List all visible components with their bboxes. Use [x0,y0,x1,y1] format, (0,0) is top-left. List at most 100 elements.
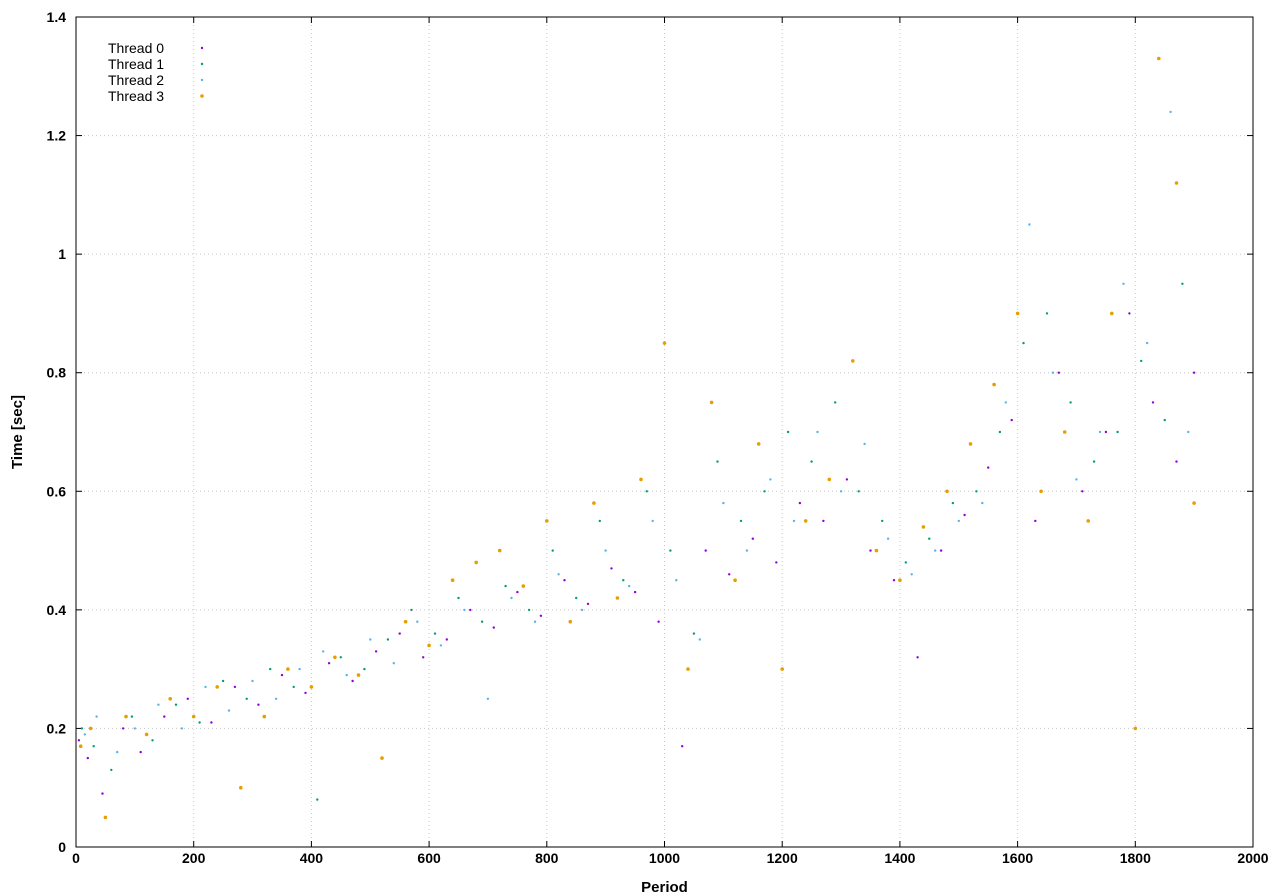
data-point [233,685,237,689]
data-point [963,513,966,517]
legend-label: Thread 0 [108,40,164,56]
data-point [874,548,879,553]
x-tick-label: 1600 [1002,850,1033,866]
y-tick-label: 1 [58,246,66,262]
data-point [422,656,425,659]
data-point [392,662,395,665]
data-point [163,715,166,718]
data-point [1187,430,1190,434]
data-point [1057,371,1061,374]
data-point [1145,341,1149,345]
data-point [745,549,749,552]
data-point [857,490,860,493]
data-point [151,739,154,742]
data-point [669,549,672,552]
data-point [374,650,378,653]
data-point [86,756,90,760]
data-point [786,430,790,434]
data-point [322,650,325,653]
x-tick-label: 2000 [1237,850,1268,866]
legend-marker [200,46,204,50]
data-point [1133,726,1138,731]
data-point [869,549,872,552]
data-point [834,401,837,404]
data-point [480,620,484,623]
data-point [198,721,201,724]
data-point [910,573,913,576]
data-point [728,573,731,576]
data-point [292,685,295,689]
data-point [633,590,637,594]
data-point [563,579,566,582]
data-point [439,644,443,647]
data-point [651,519,654,523]
data-point [716,460,719,463]
data-point [450,578,455,582]
data-point [92,745,95,748]
data-point [592,501,596,505]
data-point [845,478,849,481]
data-point [639,477,643,482]
data-point [610,567,613,570]
data-point [77,739,81,742]
data-point [1116,430,1119,434]
data-point [191,714,196,719]
data-point [286,667,290,671]
data-point [521,584,526,588]
data-point [124,714,128,719]
data-point [851,359,855,363]
data-point [457,596,460,600]
data-point [557,573,560,576]
data-point [628,584,631,588]
data-point [1122,282,1125,285]
data-point [427,643,431,648]
data-point [545,519,549,523]
data-point [110,768,113,772]
data-point [1039,489,1043,494]
x-tick-label: 200 [182,850,206,866]
data-point [803,519,808,523]
data-point [497,548,502,553]
data-point [186,697,189,700]
data-point [1163,418,1166,422]
y-tick-label: 0.2 [47,720,67,736]
data-points [77,56,1196,820]
data-point [604,549,607,552]
x-tick-label: 400 [300,850,324,866]
data-point [622,579,625,582]
x-tick-label: 800 [535,850,559,866]
data-point [333,655,337,660]
data-point [598,519,601,523]
data-point [756,442,761,446]
data-point [580,608,584,612]
data-point [257,703,260,706]
data-point [951,501,955,505]
y-tick-label: 1.2 [47,128,67,144]
data-point [822,519,825,523]
data-point [992,382,996,387]
y-tick-label: 0.6 [47,483,67,499]
data-point [386,638,390,641]
data-point [139,750,142,754]
data-point [345,673,348,677]
data-point [981,501,984,505]
data-point [133,727,136,730]
data-point [586,602,590,606]
axis-ticks: 0 200 400 600 800 1000 1200 1400 1600 1800 2000 0 0.… [47,9,1269,866]
data-point [816,430,819,434]
data-point [975,490,978,493]
legend-marker [200,94,204,98]
data-point [686,667,690,671]
data-point [957,519,960,523]
data-point [1010,418,1013,422]
data-point [881,519,884,523]
data-point [469,608,472,612]
x-tick-label: 1200 [767,850,798,866]
data-point [1175,460,1178,463]
data-point [928,537,931,540]
data-point [998,430,1002,434]
data-point [103,815,108,820]
y-tick-label: 0.4 [47,602,67,618]
data-point [615,596,620,600]
data-point [83,733,87,736]
